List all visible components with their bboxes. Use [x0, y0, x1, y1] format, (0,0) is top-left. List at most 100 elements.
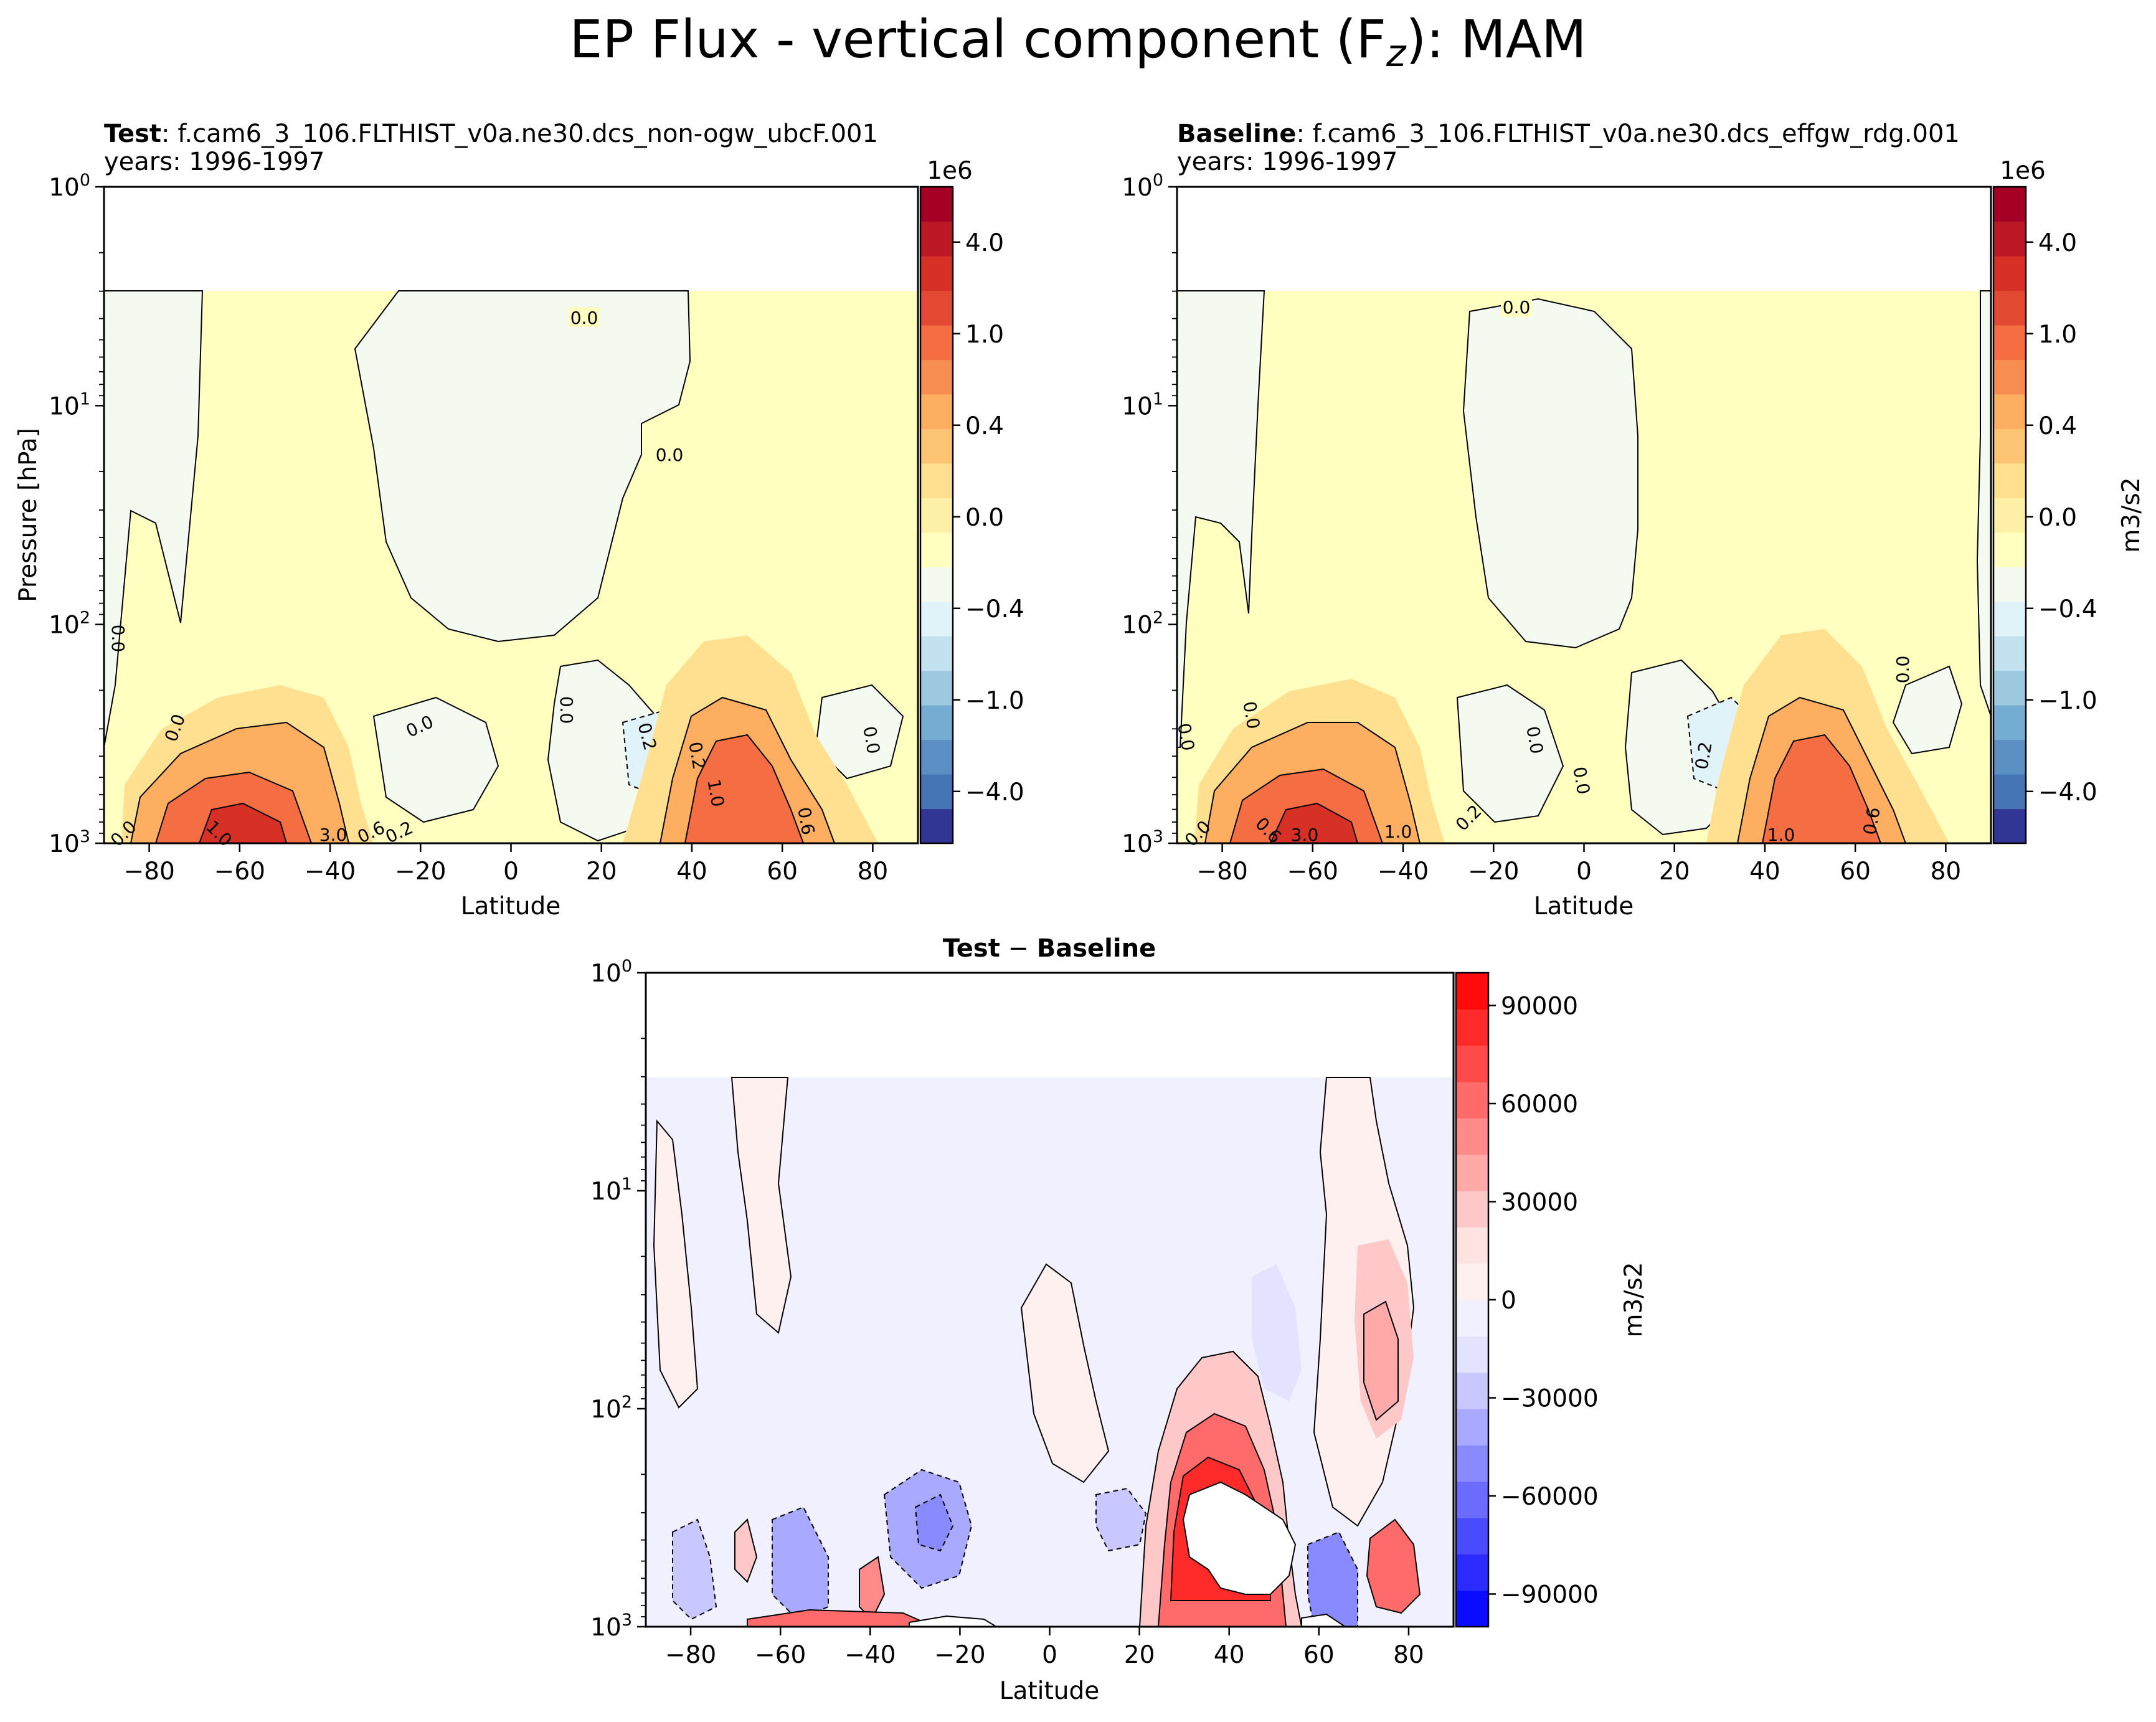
- test-panel: Test: f.cam6_3_106.FLTHIST_v0a.ne30.dcs_…: [14, 120, 1024, 920]
- x-tick-label: −40: [844, 1641, 896, 1669]
- x-tick-label: 60: [767, 858, 798, 886]
- baseline-contour-label: 0.2: [1691, 740, 1716, 772]
- colorbar-frame: [1992, 186, 2027, 844]
- x-tick-label: −40: [305, 858, 356, 886]
- colorbar-level: [1993, 774, 2026, 810]
- y-tick-label: 102: [1122, 608, 1163, 640]
- colorbar-level: [1456, 1300, 1488, 1336]
- colorbar-tick-label: 1.0: [965, 321, 1004, 349]
- y-tick-label: 100: [49, 171, 90, 202]
- colorbar-level: [1993, 187, 2026, 222]
- test-zero-region-sh: [372, 696, 499, 823]
- diff-pos-region-left-edge: [653, 1119, 699, 1409]
- baseline-pos-sh-core: [1269, 802, 1359, 843]
- colorbar-tick-label: 0.0: [965, 504, 1004, 532]
- colorbar-level: [1456, 1409, 1488, 1445]
- baseline-pos-nh-inner: [1761, 734, 1882, 843]
- difference-panel: Test − Baseline: [590, 934, 1648, 1705]
- test-contour-label: 0.0: [556, 696, 577, 724]
- colorbar-level: [1993, 428, 2026, 464]
- colorbar-level: [920, 359, 953, 395]
- colorbar-level: [1456, 1009, 1488, 1046]
- test-pos-sh-core: [198, 802, 288, 843]
- colorbar-level: [920, 394, 953, 429]
- x-tick-label: 40: [1749, 858, 1780, 886]
- baseline-x-axis-label: Latitude: [1534, 892, 1634, 920]
- colorbar-tick-label: 0.4: [2038, 412, 2077, 440]
- x-tick-label: 20: [1659, 858, 1690, 886]
- x-tick-label: 0: [503, 858, 519, 886]
- diff-pos-region-nh-core: [1363, 1300, 1399, 1421]
- colorbar-tick-label: −1.0: [965, 687, 1024, 715]
- difference-y-axis: 100 101 102 103: [590, 957, 646, 1642]
- colorbar-tick-label: 0.0: [2038, 504, 2077, 532]
- baseline-contour-label: 3.0: [1291, 825, 1319, 845]
- baseline-contour-label: 0.0: [1893, 656, 1913, 684]
- test-x-axis: −80 −60 −40 −20 0 20 40 60 80: [123, 843, 888, 886]
- colorbar-level: [920, 324, 953, 360]
- colorbar-level: [920, 255, 953, 291]
- baseline-y-axis: 100 101 102 103: [1122, 171, 1177, 858]
- colorbar-level: [1456, 1336, 1488, 1373]
- x-tick-label: 20: [1124, 1641, 1155, 1669]
- colorbar-level: [920, 567, 953, 602]
- baseline-contour-label-bg: [1501, 297, 1532, 317]
- baseline-contour-label: 0.0: [1503, 297, 1531, 318]
- test-panel-years: years: 1996-1997: [104, 148, 324, 176]
- colorbar-tick-label: −4.0: [2038, 778, 2097, 807]
- y-tick-label: 101: [590, 1175, 632, 1206]
- baseline-colorbar: 4.0 1.0 0.4 0.0 −0.4 −1.0 −4.0: [1992, 186, 2097, 844]
- colorbar-tick-label: −0.4: [965, 595, 1024, 623]
- colorbar-level: [920, 463, 953, 498]
- x-tick-label: 40: [1214, 1641, 1245, 1669]
- colorbar-level: [1993, 498, 2026, 533]
- colorbar-level: [1993, 532, 2026, 567]
- x-tick-label: −60: [755, 1641, 806, 1669]
- baseline-x-axis: −80 −60 −40 −20 0 20 40 60 80: [1196, 843, 1961, 886]
- baseline-panel-years: years: 1996-1997: [1177, 148, 1397, 176]
- baseline-contour-fill: [1177, 290, 1991, 843]
- colorbar-level: [1993, 567, 2026, 602]
- x-tick-label: 0: [1042, 1641, 1057, 1669]
- test-panel-title: Test: f.cam6_3_106.FLTHIST_v0a.ne30.dcs_…: [104, 120, 878, 148]
- colorbar-level: [1456, 1045, 1488, 1082]
- difference-colorbar-label: m3/s2: [1620, 1262, 1648, 1337]
- y-tick-label: 102: [49, 608, 90, 640]
- colorbar-level: [1456, 1445, 1488, 1482]
- difference-x-axis: −80 −60 −40 −20 0 20 40 60 80: [665, 1627, 1424, 1669]
- colorbar-level: [1993, 359, 2026, 395]
- colorbar-tick-label: 1.0: [2038, 321, 2077, 349]
- x-tick-label: −80: [665, 1641, 716, 1669]
- colorbar-level: [1456, 973, 1488, 1010]
- colorbar-level: [920, 187, 953, 222]
- x-tick-label: 60: [1303, 1641, 1335, 1669]
- x-tick-label: −20: [1468, 858, 1519, 886]
- test-y-axis-label: Pressure [hPa]: [14, 428, 42, 602]
- colorbar-tick-label: 0.4: [965, 412, 1004, 440]
- x-tick-label: 60: [1840, 858, 1871, 886]
- colorbar-level: [920, 601, 953, 636]
- difference-colorbar: 90000 60000 30000 0 −30000 −60000 −90000: [1455, 972, 1599, 1628]
- diff-saturated-region-jet: [1182, 1481, 1297, 1595]
- y-tick-label: 102: [590, 1393, 632, 1424]
- baseline-zero-region-sh: [1456, 684, 1564, 823]
- baseline-contour-label: 0.6: [1860, 806, 1884, 837]
- y-tick-label: 103: [1122, 827, 1163, 858]
- baseline-contour-label: 1.0: [1384, 821, 1412, 842]
- colorbar-level: [920, 774, 953, 810]
- test-contour-label: 3.0: [319, 825, 348, 845]
- difference-contour-fill: [646, 1077, 1454, 1627]
- x-tick-label: −20: [395, 858, 446, 886]
- colorbar-tick-label: −1.0: [2038, 687, 2097, 715]
- diff-neg-region-tropics: [1095, 1487, 1147, 1552]
- colorbar-tick-label: −60000: [1501, 1483, 1599, 1511]
- colorbar-level: [1993, 601, 2026, 636]
- diff-saturated-region-surface-nh: [1301, 1613, 1346, 1627]
- colorbar-level: [1456, 1481, 1488, 1518]
- colorbar-tick-label: −4.0: [965, 778, 1024, 807]
- test-contour-label: 1.0: [703, 778, 728, 809]
- colorbar-frame: [919, 186, 954, 844]
- colorbar-level: [1993, 670, 2026, 706]
- colorbar-tick-label: 4.0: [2038, 229, 2077, 257]
